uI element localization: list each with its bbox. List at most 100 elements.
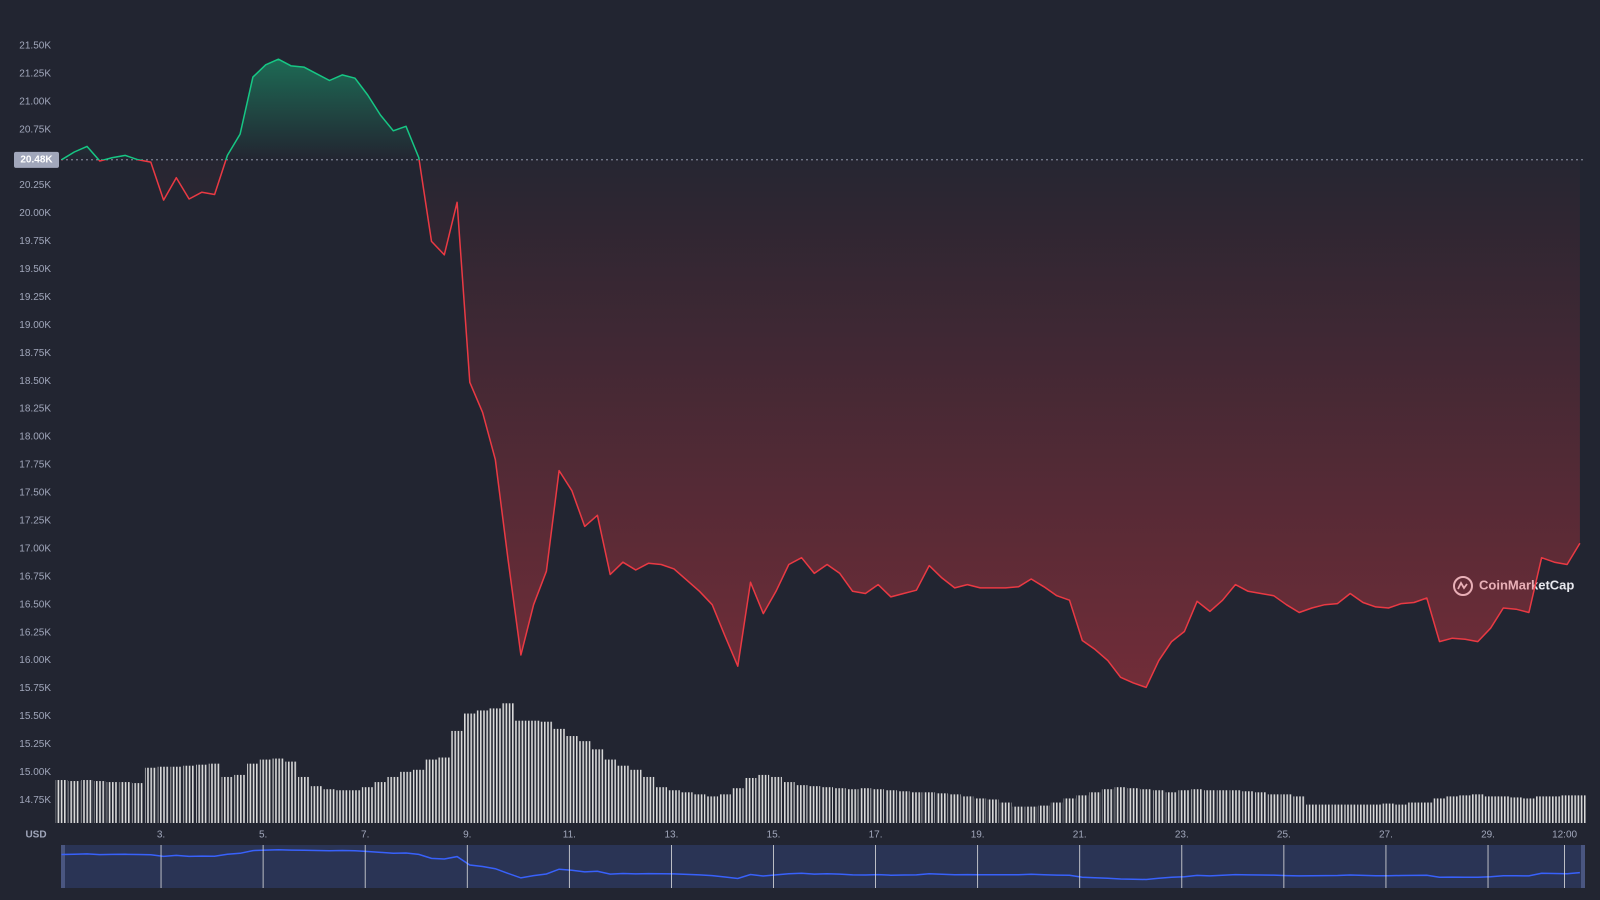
volume-bar [1497,796,1510,823]
volume-bar [514,720,527,823]
x-tick-label: 3. [157,830,165,841]
volume-bar [1484,796,1497,823]
y-tick-label: 19.75K [19,236,51,247]
volume-bar [400,771,412,823]
x-tick-label: 29. [1481,830,1495,841]
volume-bar [936,793,948,823]
volume-bar [885,790,897,823]
y-tick-label: 14.75K [19,795,51,806]
volume-bar [502,703,514,823]
y-tick-label: 18.00K [19,432,51,443]
volume-bar [1357,804,1369,823]
y-tick-label: 15.75K [19,683,51,694]
volume-bar [770,776,782,823]
volume-bar [412,769,425,823]
y-tick-label: 21.00K [19,96,51,107]
y-tick-label: 21.25K [19,68,51,79]
volume-bar [183,765,195,823]
volume-bar [425,759,438,823]
y-tick-label: 16.25K [19,627,51,638]
volume-bar [1127,788,1140,823]
volume-bar [157,766,170,823]
volume-bar [1076,795,1089,823]
volume-bar [349,790,361,823]
volume-bar [808,786,821,823]
volume-bar [1331,804,1344,823]
volume-bar [1280,794,1293,823]
x-tick-label: 9. [463,830,471,841]
volume-bar [948,794,961,823]
volume-bar [1140,789,1152,823]
volume-bar [1178,790,1191,823]
volume-bar [1204,790,1216,823]
y-tick-label: 17.75K [19,460,51,471]
x-tick-label: 21. [1073,830,1087,841]
volume-bar [591,749,604,823]
currency-label: USD [25,830,46,841]
x-tick-label: 27. [1379,830,1393,841]
volume-bar [170,766,183,823]
volume-bar [655,787,668,823]
volume-bar [1089,792,1101,823]
volume-bar [974,798,987,823]
y-tick-label: 16.00K [19,655,51,666]
volume-bar [629,769,642,823]
navigator-handle-left[interactable] [61,845,65,888]
volume-bar [617,765,629,823]
volume-bar [438,757,451,823]
volume-bar [1025,806,1038,823]
y-tick-label: 17.50K [19,488,51,499]
volume-bar [553,728,566,823]
volume-bar [872,789,884,823]
volume-bar [1038,805,1050,823]
volume-bar [1382,803,1395,823]
volume-bar [859,788,872,823]
volume-bar [68,781,81,823]
y-tick-label: 21.50K [19,40,51,51]
x-tick-label: 25. [1277,830,1291,841]
volume-bar [999,802,1012,823]
volume-bar [846,789,859,823]
x-tick-label: 23. [1175,830,1189,841]
volume-bar [285,761,298,823]
volume-bar [1561,795,1574,823]
volume-bar [1216,790,1229,823]
volume-bar [719,794,731,823]
x-tick-label: 13. [664,830,678,841]
volume-bar [527,720,540,823]
volume-bar [1535,796,1548,823]
x-tick-label: 15. [767,830,781,841]
volume-bar [1063,798,1076,823]
x-tick-label: 12:00 [1552,830,1577,841]
volume-bar [144,767,157,823]
volume-bar [821,787,833,823]
volume-bar [1165,792,1178,823]
y-tick-label: 20.75K [19,124,51,135]
volume-bar [1433,798,1446,823]
volume-bar [1446,796,1459,823]
volume-bar [310,786,323,823]
volume-bar [1548,796,1561,823]
baseline-label-bg [14,151,59,168]
y-tick-label: 19.25K [19,292,51,303]
x-tick-label: 7. [361,830,369,841]
navigator-handle-right[interactable] [1581,845,1585,888]
volume-bar [668,790,680,823]
volume-bar [387,776,400,823]
volume-bar [604,759,617,823]
volume-bar [642,776,655,823]
volume-bar [1344,804,1357,823]
volume-bar [247,763,259,823]
baseline-label: 20.48K [20,154,53,165]
y-tick-label: 18.75K [19,348,51,359]
price-line [61,58,1581,689]
y-tick-label: 16.50K [19,599,51,610]
x-tick-label: 11. [563,830,576,841]
volume-bar [910,792,923,823]
volume-bar [1101,789,1114,823]
volume-bar [578,741,591,823]
navigator-background [61,845,1585,888]
y-tick-label: 18.50K [19,376,51,387]
